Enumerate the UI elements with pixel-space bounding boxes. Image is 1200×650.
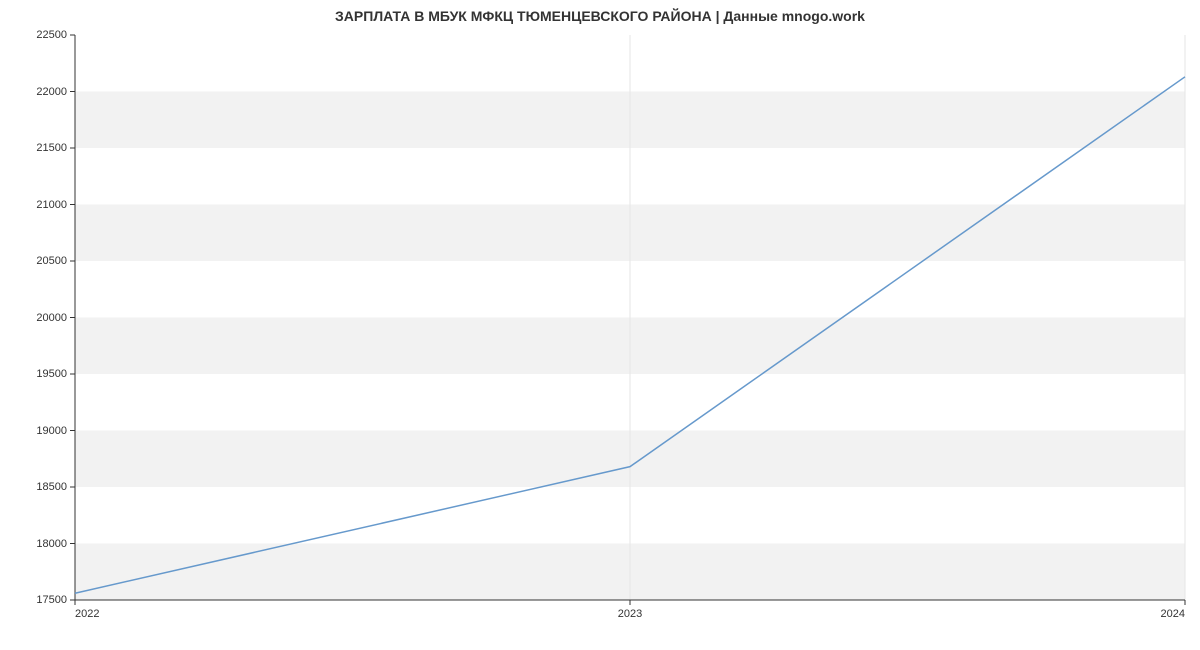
- y-tick-label: 18500: [36, 481, 67, 493]
- y-tick-label: 18000: [36, 538, 67, 550]
- y-tick-label: 21000: [36, 199, 67, 211]
- x-tick-label: 2023: [618, 608, 642, 620]
- y-tick-label: 22500: [36, 29, 67, 41]
- chart-title: ЗАРПЛАТА В МБУК МФКЦ ТЮМЕНЦЕВСКОГО РАЙОН…: [0, 8, 1200, 24]
- y-tick-label: 19500: [36, 368, 67, 380]
- y-tick-label: 20000: [36, 312, 67, 324]
- x-tick-label: 2022: [75, 608, 99, 620]
- x-tick-label: 2024: [1161, 608, 1185, 620]
- y-tick-label: 19000: [36, 425, 67, 437]
- chart-svg: [75, 35, 1185, 600]
- y-tick-label: 17500: [36, 594, 67, 606]
- y-tick-label: 21500: [36, 142, 67, 154]
- y-tick-label: 20500: [36, 255, 67, 267]
- chart-plot-area: 1750018000185001900019500200002050021000…: [75, 35, 1185, 600]
- y-tick-label: 22000: [36, 86, 67, 98]
